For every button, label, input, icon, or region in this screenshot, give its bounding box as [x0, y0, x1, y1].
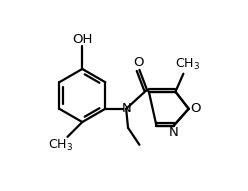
Text: CH$_3$: CH$_3$ — [48, 138, 73, 153]
Text: O: O — [190, 102, 201, 115]
Text: CH$_3$: CH$_3$ — [175, 57, 200, 72]
Text: O: O — [133, 56, 144, 69]
Text: N: N — [121, 102, 131, 115]
Text: N: N — [169, 126, 178, 139]
Text: OH: OH — [72, 33, 93, 46]
